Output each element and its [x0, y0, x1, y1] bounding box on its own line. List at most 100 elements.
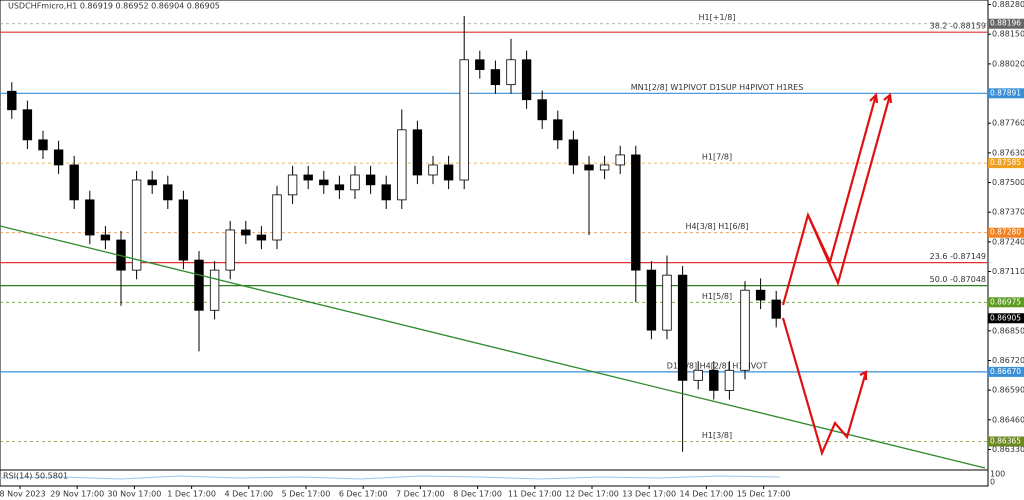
x-tick-label: 13 Dec 17:00: [622, 490, 676, 499]
x-tick-label: 8 Dec 17:00: [453, 490, 502, 499]
y-tick-label: 0.86460: [992, 415, 1024, 424]
candle-body: [662, 274, 672, 331]
arrowhead: [883, 92, 893, 104]
candle-body: [584, 164, 594, 171]
candle-body: [599, 164, 610, 171]
y-tick-label: 0.86720: [992, 356, 1024, 365]
y-tick-label: 0.88280: [992, 0, 1024, 9]
price-tag-label: 0.86905: [990, 313, 1021, 322]
candle-body: [553, 119, 563, 141]
candle-body: [53, 149, 64, 166]
y-tick-label: 0.87500: [992, 178, 1024, 187]
y-tick-label: 0.88150: [992, 30, 1024, 39]
rsi-line: [0, 475, 781, 480]
candle-body: [287, 174, 298, 196]
x-tick-label: 15 Dec 17:00: [737, 490, 791, 499]
level-label: 50.0 -0.87048: [930, 275, 986, 284]
candle-body: [22, 109, 33, 141]
price-tag-label: 0.86670: [990, 367, 1021, 376]
level-label: 38.2 -0.88159: [930, 22, 986, 31]
rsi-frame: [0, 469, 989, 487]
candle-body: [521, 59, 532, 101]
y-tick-label: 0.87370: [992, 208, 1024, 217]
price-tag: [988, 313, 1024, 324]
level-label: D1[1/8] H4[2/8] H1PIVOT: [667, 361, 768, 370]
y-tick-label: 0.88020: [992, 59, 1024, 68]
candle-body: [677, 274, 688, 381]
candle-body: [69, 164, 79, 201]
price-tag: [988, 18, 1024, 29]
candle-body: [537, 99, 547, 121]
x-tick-label: 30 Nov 17:00: [107, 490, 161, 499]
price-tag-label: 0.87280: [990, 228, 1021, 237]
chart-title: USDCHFmicro,H1 0.86919 0.86952 0.86904 0…: [8, 2, 220, 11]
x-tick-label: 7 Dec 17:00: [396, 490, 445, 499]
candle-body: [256, 234, 267, 241]
candle-body: [631, 154, 641, 271]
x-tick-label: 14 Dec 17:00: [679, 490, 733, 499]
y-tick-label: 0.87760: [992, 119, 1024, 128]
level-label: MN1[2/8] W1PIVOT D1SUP H4PIVOT H1RES: [631, 83, 804, 92]
candle-body: [85, 199, 95, 236]
candle-body: [646, 269, 657, 331]
price-tag: [988, 297, 1024, 308]
price-tag: [988, 88, 1024, 99]
candle-body: [241, 229, 251, 236]
candle-body: [131, 179, 142, 271]
candle-body: [100, 234, 111, 241]
candle-body: [38, 139, 48, 151]
candle-body: [272, 194, 282, 241]
candle-body: [459, 59, 469, 181]
candle-body: [475, 59, 485, 70]
candle-body: [209, 269, 220, 311]
candle-body: [147, 179, 157, 186]
arrow-up-2: [806, 94, 892, 287]
arrow-down: [781, 317, 868, 457]
candle-body: [194, 259, 204, 311]
candle-body: [412, 129, 423, 176]
price-tag: [988, 366, 1024, 377]
candle-body: [693, 369, 703, 381]
price-tag-label: 0.86365: [990, 436, 1021, 445]
y-tick-label: 0.86330: [992, 445, 1024, 454]
x-tick-label: 11 Dec 17:00: [508, 490, 562, 499]
level-label: H1[5/8]: [702, 292, 732, 301]
price-tag: [988, 227, 1024, 238]
candle-body: [163, 184, 173, 201]
candle-body: [319, 179, 329, 186]
x-tick-label: 5 Dec 17:00: [282, 490, 331, 499]
x-tick-label: 28 Nov 2023: [0, 490, 46, 499]
arrowhead: [869, 92, 879, 104]
candle-body: [771, 299, 781, 319]
trend-line: [0, 225, 986, 469]
price-tag-label: 0.87585: [990, 158, 1021, 167]
candle-body: [490, 69, 501, 86]
candle-body: [381, 184, 391, 201]
arrowhead: [859, 370, 868, 380]
level-label: H1[+1/8]: [699, 13, 736, 22]
candle-body: [615, 154, 625, 166]
x-tick-label: 12 Dec 17:00: [565, 490, 619, 499]
price-tag: [988, 436, 1024, 447]
candle-body: [709, 369, 719, 391]
x-tick-label: 4 Dec 17:00: [224, 490, 273, 499]
y-tick-label: 0.86850: [992, 326, 1024, 335]
x-tick-label: 1 Dec 17:00: [167, 490, 216, 499]
level-label: H1[7/8]: [702, 153, 732, 162]
x-tick-label: 6 Dec 17:00: [339, 490, 388, 499]
level-label: 23.6 -0.87149: [930, 252, 986, 261]
y-tick-label: 0.86590: [992, 386, 1024, 395]
price-tag-label: 0.88196: [990, 19, 1021, 28]
candle-body: [350, 174, 360, 191]
x-tick-label: 29 Nov 17:00: [50, 490, 104, 499]
candle-body: [443, 164, 454, 181]
candle-body: [397, 129, 407, 201]
level-label: H1[3/8]: [702, 431, 732, 440]
candle-body: [506, 59, 516, 86]
candle-body: [303, 174, 313, 181]
price-tag-label: 0.87891: [990, 88, 1021, 97]
y-tick-label: 0.87630: [992, 148, 1024, 157]
candle-body: [7, 90, 17, 111]
candle-body: [740, 289, 750, 371]
candle-body: [225, 229, 235, 271]
